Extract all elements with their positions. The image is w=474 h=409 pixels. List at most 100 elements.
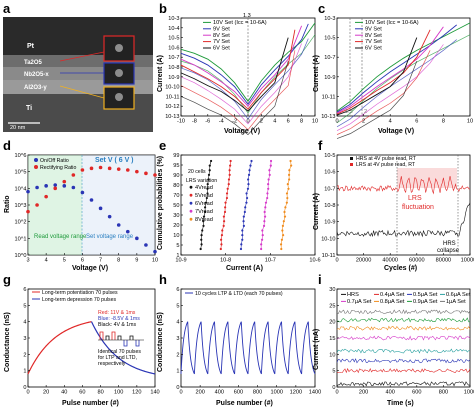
ytick-label-g: 6 [23, 287, 26, 293]
ytick-label-h: 6 [176, 287, 179, 293]
xtick-label-d: 10 [152, 258, 158, 264]
xtick-label-b: 0 [246, 119, 249, 125]
xtick-label-g: 40 [61, 390, 67, 396]
ytick-label-e: 50 [173, 203, 179, 209]
inset-red-leader [59, 51, 105, 62]
layer-label-pt: Pt [27, 43, 35, 50]
xtick-label-i: 1000 [464, 390, 474, 396]
point-e-black [199, 247, 202, 251]
point-e-red [227, 178, 231, 181]
pulse-3 [117, 335, 122, 340]
point-d-blue [62, 184, 67, 188]
ticks-d: 3 4 5 6 7 8 9 10 10^6 10^5 10^4 10^3 10^2 10^1 10^0 [15, 153, 159, 264]
ticks-e: 10-9 10-8 10-7 10-6 99 95 90 80 70 50 30 20 10 5 1 [173, 153, 320, 264]
point-e-red [227, 183, 230, 186]
legend-marker-e [189, 209, 193, 213]
pulse-0 [99, 331, 104, 340]
point-d-blue [107, 214, 112, 219]
ytick-label-g: 5 [23, 303, 26, 309]
legend-marker-e [189, 193, 193, 197]
ytick-label-i: 30 [329, 287, 335, 293]
ylabel-f: Current (A) [313, 193, 320, 230]
ytick-label-i: 25 [329, 303, 335, 309]
xtick-label-e: 10-6 [309, 258, 320, 264]
pulse-1 [105, 335, 110, 340]
series-group-e [199, 159, 293, 251]
series-i-black [336, 381, 471, 387]
point-e-orange [280, 238, 284, 241]
xtick-label-g: 100 [114, 390, 123, 396]
point-e-red [225, 196, 229, 200]
point-e-black [202, 215, 206, 218]
point-e-black [209, 159, 213, 163]
point-e-magenta [260, 243, 263, 246]
xlabel-i: Time (s) [387, 400, 414, 407]
point-d-red [53, 186, 58, 191]
ytick-label-h: 4 [176, 320, 179, 326]
point-e-blue [247, 178, 250, 181]
point-e-blue [246, 187, 250, 190]
ytick-label-c: 10-5 [324, 36, 335, 42]
ylabel-c: Current (A) [313, 55, 320, 92]
point-e-blue [243, 210, 246, 214]
point-e-blue [250, 159, 253, 163]
legend-label-e: 7Vread [195, 209, 213, 215]
xtick-label-d: 5 [63, 258, 66, 264]
legend-e-sub: LRS variation [186, 178, 217, 184]
xtick-label-d: 6 [81, 258, 84, 264]
legend-label-c: 7V Set [365, 39, 382, 45]
point-e-orange [282, 220, 285, 223]
xtick-label-c: 8 [442, 119, 445, 125]
legend-label-e: 6Vread [195, 201, 213, 207]
ytick-label-d: 10^2 [15, 220, 27, 226]
point-e-magenta [264, 201, 268, 204]
xtick-label-h: 200 [195, 390, 204, 396]
ytick-label-e: 20 [173, 223, 179, 229]
ytick-label-f: 10-10 [321, 236, 335, 242]
ytick-label-e: 5 [176, 243, 179, 249]
ytick-label-i: 20 [329, 320, 335, 326]
xtick-label-f: 40000 [382, 258, 398, 264]
ytick-label-g: 2 [23, 352, 26, 358]
pulse-6 [135, 340, 140, 347]
series-c-magenta [336, 26, 444, 114]
series-group-c [336, 22, 471, 139]
point-e-orange [285, 201, 288, 204]
xtick-label-g: 0 [26, 390, 29, 396]
xtick-label-f: 100000 [461, 258, 474, 264]
legend-label-i: 0.4µA Set [380, 292, 405, 298]
ytick-label-i: 15 [329, 336, 335, 342]
ytick-label-b: 10-8 [168, 65, 179, 71]
ytick-label-e: 80 [173, 183, 179, 189]
xtick-label-b: -6 [205, 119, 210, 125]
extra-tick-c1: 1.3 [345, 109, 353, 115]
series-group-d [26, 165, 157, 254]
xtick-label-b: 10 [312, 119, 318, 125]
legend-label-b: 9V Set [213, 26, 230, 32]
panel-f: f 0 20000 40000 60000 80000 100000 10-5 10-6 10-… [313, 138, 474, 272]
legend-label-e: 5Vread [195, 193, 213, 199]
ylabel-e: Cumulative probabilities (%) [157, 156, 164, 250]
point-e-orange [286, 196, 289, 200]
point-e-red [223, 210, 227, 214]
legend-e-title: 20 cells [188, 169, 206, 175]
point-e-blue [247, 183, 250, 186]
xlabel-h: Pulse number (#) [216, 400, 273, 407]
ytick-label-b: 10-11 [166, 94, 180, 100]
ytick-label-c: 10-7 [324, 55, 335, 61]
ylabel-g: Conductance (nS) [4, 312, 11, 372]
series-c-black [336, 37, 418, 116]
xtick-label-b: 6 [287, 119, 290, 125]
ytick-label-f: 10-11 [322, 253, 336, 259]
legend-marker-e [189, 185, 193, 189]
point-d-red [125, 168, 130, 172]
point-e-black [201, 229, 204, 232]
point-e-red [222, 220, 226, 223]
xtick-label-g: 140 [150, 390, 159, 396]
annot-read-range: Read voltage range [34, 234, 87, 240]
ylabel-d: Ratio [4, 196, 11, 214]
xlabel-d: Voltage (V) [72, 265, 108, 272]
point-e-blue [242, 215, 245, 218]
ylabel-i: Current (nA) [313, 329, 320, 370]
